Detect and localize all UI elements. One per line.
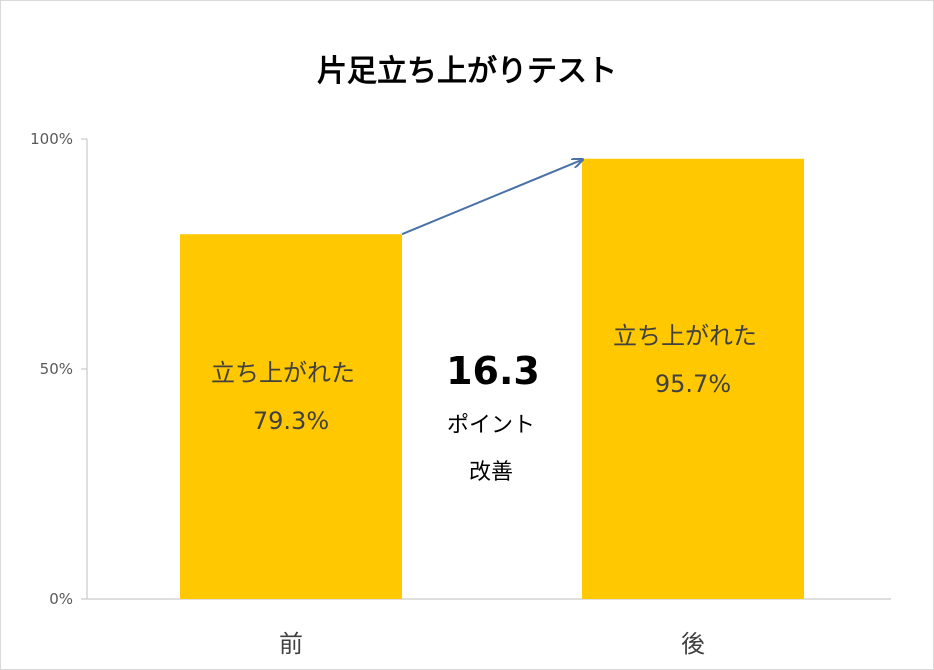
- x-category-label: 前: [279, 630, 303, 658]
- improvement-word: 改善: [469, 460, 513, 485]
- y-tick-label: 50%: [40, 360, 73, 378]
- y-tick-label: 100%: [30, 130, 73, 148]
- improvement-unit: ポイント: [447, 413, 535, 438]
- bar-label-value: 95.7%: [655, 370, 731, 398]
- bar-label-value: 79.3%: [253, 407, 329, 435]
- bar-label-text: 立ち上がれた: [211, 359, 355, 387]
- y-tick-label: 0%: [49, 590, 73, 608]
- improvement-value: 16.3: [446, 349, 540, 393]
- improvement-arrow: [401, 160, 582, 236]
- annotation-layer: 16.3 ポイント 改善: [401, 160, 582, 485]
- bar: [582, 158, 804, 599]
- x-category-label: 後: [681, 630, 705, 658]
- bar: [180, 234, 402, 599]
- bar-label-text: 立ち上がれた: [613, 322, 757, 350]
- bar-layer: [180, 158, 804, 599]
- label-layer: 前 立ち上がれた 79.3% 後 立ち上がれた 95.7%: [211, 322, 757, 658]
- chart-title: 片足立ち上がりテスト: [317, 54, 617, 89]
